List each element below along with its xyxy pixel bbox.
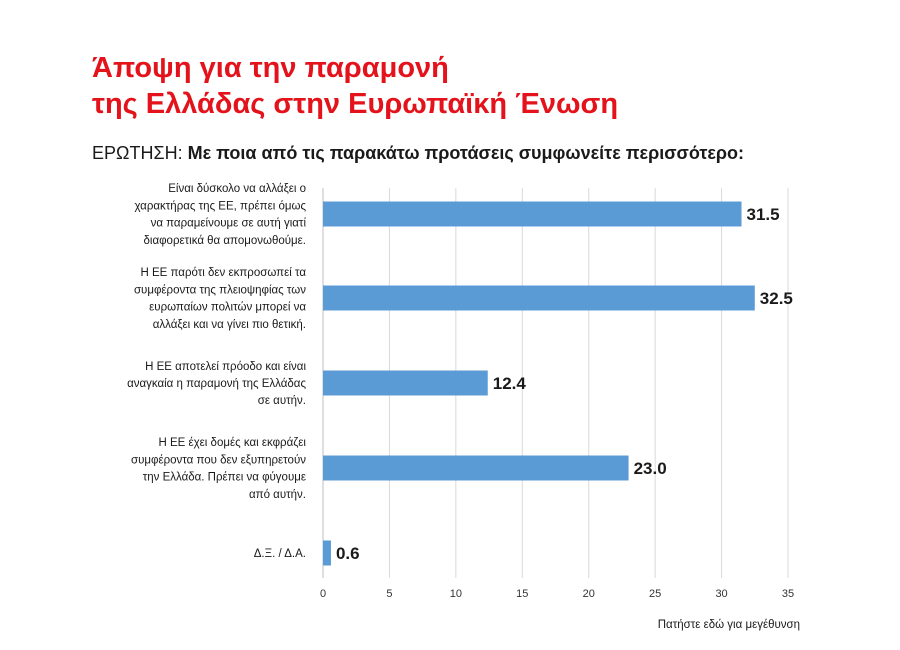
value-label: 31.5 xyxy=(747,205,780,224)
category-label-line: χαρακτήρας της ΕΕ, πρέπει όμως xyxy=(134,200,306,212)
x-axis-ticks: 0 5 10 15 20 25 30 35 xyxy=(320,588,794,600)
chart-title: Άποψη για την παραμονή της Ελλάδας στην … xyxy=(92,50,852,122)
category-label-line: Δ.Ξ. / Δ.Α. xyxy=(254,548,306,560)
x-tick-label: 15 xyxy=(516,588,528,600)
x-tick-label: 30 xyxy=(715,588,727,600)
chart-title-line-2: της Ελλάδας στην Ευρωπαϊκή Ένωση xyxy=(92,88,619,120)
x-tick-label: 5 xyxy=(386,588,392,600)
question-text: Με ποια από τις παρακάτω προτάσεις συμφω… xyxy=(187,143,745,163)
x-tick-label: 20 xyxy=(583,588,595,600)
chart-title-line-1: Άποψη για την παραμονή xyxy=(92,52,449,84)
x-tick-label: 35 xyxy=(782,588,794,600)
category-label-line: Είναι δύσκολο να αλλάξει ο xyxy=(168,183,306,195)
x-tick-label: 0 xyxy=(320,588,326,600)
category-label-line: συμφέροντα της πλειοψηφίας των xyxy=(134,284,306,296)
survey-question: ΕΡΩΤΗΣΗ: Με ποια από τις παρακάτω προτάσ… xyxy=(92,141,872,165)
value-label: 12.4 xyxy=(493,374,527,393)
enlarge-link[interactable]: Πατήστε εδώ για μεγέθυνση xyxy=(657,619,800,631)
bars xyxy=(323,201,755,566)
value-labels: 31.5 32.5 12.4 23.0 0.6 xyxy=(336,205,793,563)
x-tick-label: 10 xyxy=(450,588,462,600)
category-label-line: αλλάξει και να γίνει πιο θετική. xyxy=(153,319,306,331)
value-label: 0.6 xyxy=(336,544,360,563)
bar xyxy=(323,370,488,396)
category-label-line: Η ΕΕ παρότι δεν εκπροσωπεί τα xyxy=(141,267,307,279)
bar xyxy=(323,455,629,481)
category-label-line: να παραμείνουμε σε αυτή γιατί xyxy=(151,218,307,230)
category-label-line: την Ελλάδα. Πρέπει να φύγουμε xyxy=(143,472,306,484)
category-label-line: συμφέροντα που δεν εξυπηρετούν xyxy=(131,454,306,466)
category-label-line: Η ΕΕ αποτελεί πρόοδο και είναι xyxy=(145,361,306,373)
bar xyxy=(323,540,331,566)
category-label: Είναι δύσκολο να αλλάξει ο χαρακτήρας της… xyxy=(134,183,306,247)
question-prefix: ΕΡΩΤΗΣΗ: xyxy=(92,143,183,163)
category-label: Δ.Ξ. / Δ.Α. xyxy=(254,548,306,560)
bar xyxy=(323,285,755,311)
bar xyxy=(323,201,742,227)
category-label-line: διαφορετικά θα απομονωθούμε. xyxy=(143,235,306,247)
category-label: Η ΕΕ έχει δομές και εκφράζει συμφέροντα π… xyxy=(131,437,306,501)
category-label-line: σε αυτήν. xyxy=(258,395,306,407)
category-label: Η ΕΕ παρότι δεν εκπροσωπεί τα συμφέροντα … xyxy=(134,267,306,331)
category-label-line: Η ΕΕ έχει δομές και εκφράζει xyxy=(158,437,306,449)
category-labels: Είναι δύσκολο να αλλάξει ο χαρακτήρας της… xyxy=(127,183,306,560)
category-label-line: από αυτήν. xyxy=(249,489,306,501)
category-label-line: ευρωπαίων πολιτών μπορεί να xyxy=(149,302,306,314)
value-label: 23.0 xyxy=(634,459,667,478)
category-label-line: αναγκαία η παραμονή της Ελλάδας xyxy=(127,378,306,390)
category-label: Η ΕΕ αποτελεί πρόοδο και είναι αναγκαία η… xyxy=(127,361,306,407)
x-tick-label: 25 xyxy=(649,588,661,600)
value-label: 32.5 xyxy=(760,289,793,308)
